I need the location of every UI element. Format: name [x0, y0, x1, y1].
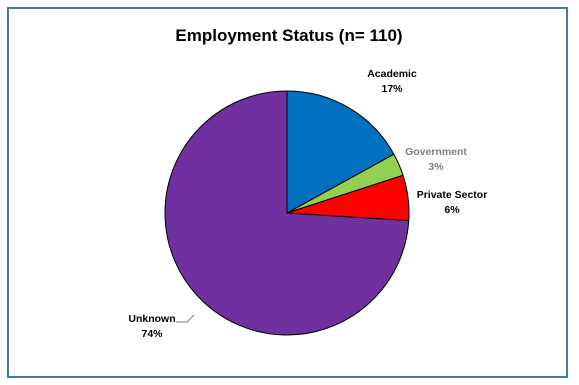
slice-label: Academic	[367, 68, 417, 80]
slice-label: Government	[405, 146, 467, 158]
slice-value-label: 17%	[381, 83, 403, 95]
pie-slice-academic	[286, 90, 395, 214]
leader-line	[176, 314, 195, 323]
slice-label: Private Sector	[417, 189, 488, 201]
slice-value-label: 3%	[428, 161, 444, 173]
pie-labels: Academic 17% Government 3% Private Sector 6% U…	[128, 68, 487, 340]
chart-title: Employment Status (n= 110)	[175, 26, 402, 45]
slice-label: Unknown	[128, 313, 175, 325]
pie-slice-unknown	[164, 90, 410, 336]
slice-value-label: 6%	[444, 204, 460, 216]
pie-slices	[164, 90, 410, 336]
slice-value-label: 74%	[141, 328, 163, 340]
